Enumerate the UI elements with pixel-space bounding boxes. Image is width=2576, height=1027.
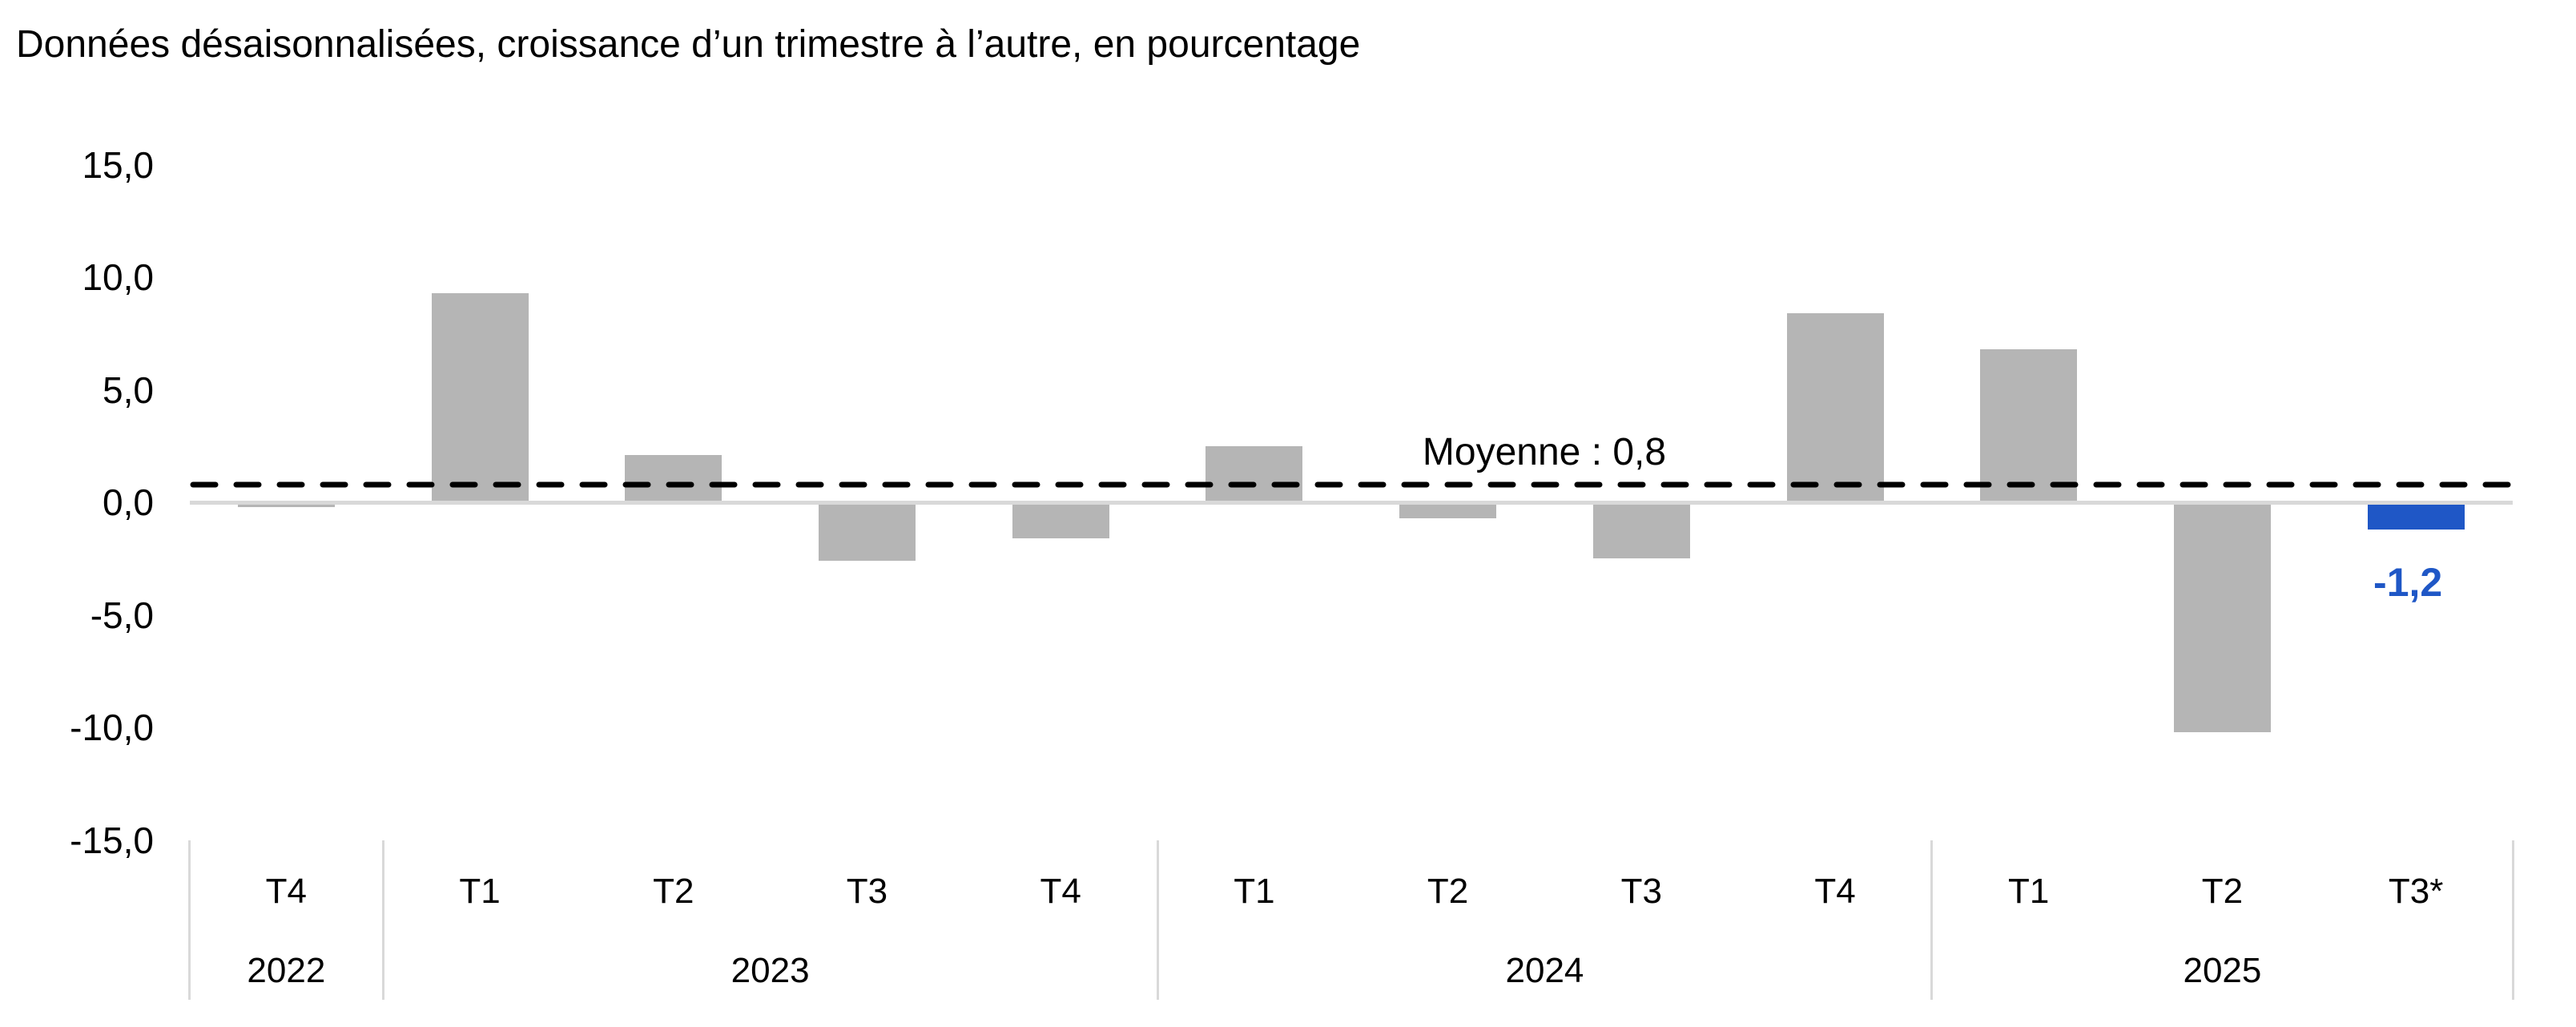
y-tick-label: 10,0 bbox=[82, 256, 154, 298]
quarter-tick-label: T3 bbox=[846, 872, 888, 911]
highlighted-bar-value-label: -1,2 bbox=[2373, 560, 2443, 605]
quarter-tick-label: T3 bbox=[1620, 872, 1662, 911]
bar bbox=[1786, 312, 1884, 502]
year-separator-line bbox=[1156, 840, 1159, 1000]
bar bbox=[2173, 502, 2271, 732]
quarter-tick-label: T1 bbox=[1234, 872, 1275, 911]
year-separator-line bbox=[1930, 840, 1934, 1000]
y-tick-label: 15,0 bbox=[82, 143, 154, 186]
quarter-tick-label: T2 bbox=[653, 872, 694, 911]
bar bbox=[1012, 502, 1109, 538]
bar bbox=[625, 454, 722, 502]
year-separator-line bbox=[188, 840, 191, 1000]
chart-title: Données désaisonnalisées, croissance d’u… bbox=[16, 23, 1361, 66]
year-label: 2023 bbox=[731, 951, 810, 990]
bar bbox=[1592, 502, 1690, 559]
zero-axis-line bbox=[189, 500, 2513, 505]
quarter-tick-label: T3* bbox=[2388, 872, 2444, 911]
quarter-tick-label: T2 bbox=[2201, 872, 2244, 911]
bar bbox=[431, 292, 529, 502]
year-separator-line bbox=[2511, 840, 2514, 1000]
bar-highlighted bbox=[2367, 502, 2465, 530]
y-tick-label: 5,0 bbox=[103, 369, 154, 411]
y-tick-label: -5,0 bbox=[90, 594, 154, 636]
year-label: 2024 bbox=[1505, 951, 1584, 990]
mean-dashed-line bbox=[190, 481, 2513, 488]
quarter-tick-label: T4 bbox=[1040, 872, 1081, 911]
bar bbox=[818, 502, 916, 562]
year-label: 2022 bbox=[247, 951, 326, 990]
quarter-tick-label: T4 bbox=[265, 872, 308, 911]
y-tick-label: -15,0 bbox=[70, 819, 154, 861]
bar bbox=[1205, 445, 1303, 502]
year-separator-line bbox=[381, 840, 384, 1000]
y-tick-label: 0,0 bbox=[103, 481, 154, 523]
quarter-tick-label: T4 bbox=[1814, 872, 1856, 911]
bar bbox=[1980, 348, 2078, 502]
y-tick-label: -10,0 bbox=[70, 707, 154, 748]
bar bbox=[1399, 502, 1497, 518]
quarter-tick-label: T1 bbox=[459, 872, 501, 911]
mean-line-label: Moyenne : 0,8 bbox=[1422, 431, 1667, 473]
year-label: 2025 bbox=[2183, 951, 2262, 990]
quarter-tick-label: T2 bbox=[1427, 872, 1469, 911]
quarter-tick-label: T1 bbox=[2008, 872, 2050, 911]
bar bbox=[237, 502, 335, 507]
